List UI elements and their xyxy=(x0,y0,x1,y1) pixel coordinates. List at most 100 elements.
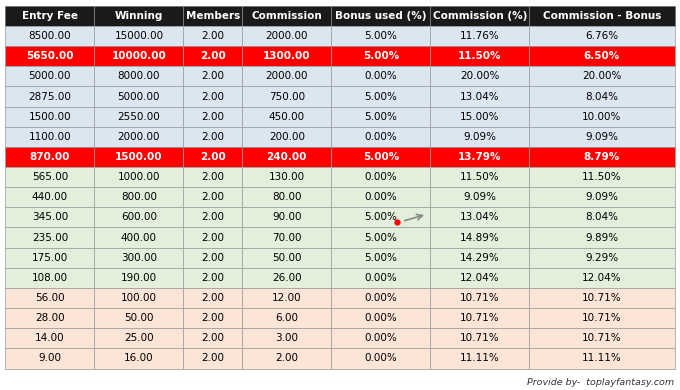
Bar xyxy=(95,6,184,26)
Text: 1500.00: 1500.00 xyxy=(29,112,71,122)
Bar xyxy=(184,348,242,369)
Text: 0.00%: 0.00% xyxy=(364,172,397,182)
Text: 400.00: 400.00 xyxy=(121,232,157,243)
Text: 8500.00: 8500.00 xyxy=(29,31,71,41)
Text: 175.00: 175.00 xyxy=(32,253,68,263)
Text: 2.00: 2.00 xyxy=(201,92,224,101)
Text: 11.76%: 11.76% xyxy=(460,31,500,41)
Bar xyxy=(95,328,184,348)
Text: 2000.00: 2000.00 xyxy=(266,31,308,41)
Bar xyxy=(95,348,184,369)
Bar xyxy=(331,187,430,207)
Bar xyxy=(184,248,242,268)
Text: 440.00: 440.00 xyxy=(32,192,68,202)
Bar xyxy=(242,328,331,348)
Bar xyxy=(5,187,95,207)
Text: 5.00%: 5.00% xyxy=(364,92,397,101)
Bar xyxy=(430,106,529,127)
Bar xyxy=(331,167,430,187)
Bar xyxy=(242,348,331,369)
Bar xyxy=(529,127,675,147)
Bar xyxy=(529,66,675,87)
Text: 13.04%: 13.04% xyxy=(460,92,500,101)
Text: 240.00: 240.00 xyxy=(267,152,307,162)
Bar xyxy=(95,147,184,167)
Bar xyxy=(95,187,184,207)
Text: 14.89%: 14.89% xyxy=(460,232,500,243)
Bar xyxy=(430,167,529,187)
Bar xyxy=(184,308,242,328)
Text: 50.00: 50.00 xyxy=(124,313,154,323)
Text: 11.50%: 11.50% xyxy=(458,51,502,61)
Bar xyxy=(242,127,331,147)
Bar xyxy=(430,207,529,227)
Text: 1300.00: 1300.00 xyxy=(263,51,311,61)
Text: 20.00%: 20.00% xyxy=(582,71,622,82)
Text: 2.00: 2.00 xyxy=(200,51,226,61)
Text: 2000.00: 2000.00 xyxy=(118,132,160,142)
Text: 10.71%: 10.71% xyxy=(460,313,500,323)
Text: 0.00%: 0.00% xyxy=(364,132,397,142)
Text: Provide by-  toplayfantasy.com: Provide by- toplayfantasy.com xyxy=(528,378,675,387)
Text: 8.04%: 8.04% xyxy=(585,213,619,222)
Bar xyxy=(242,187,331,207)
Text: 90.00: 90.00 xyxy=(272,213,301,222)
Text: Commission: Commission xyxy=(252,11,322,21)
Bar xyxy=(529,308,675,328)
Bar xyxy=(184,187,242,207)
Bar xyxy=(529,207,675,227)
Bar xyxy=(242,66,331,87)
Text: 5.00%: 5.00% xyxy=(364,253,397,263)
Text: 70.00: 70.00 xyxy=(272,232,301,243)
Bar xyxy=(5,167,95,187)
Bar xyxy=(430,66,529,87)
Bar xyxy=(5,127,95,147)
Text: 15000.00: 15000.00 xyxy=(114,31,163,41)
Text: 0.00%: 0.00% xyxy=(364,353,397,363)
Bar xyxy=(184,66,242,87)
Text: 13.04%: 13.04% xyxy=(460,213,500,222)
Bar xyxy=(5,87,95,106)
Text: 2875.00: 2875.00 xyxy=(29,92,71,101)
Text: 11.50%: 11.50% xyxy=(460,172,500,182)
Text: 12.04%: 12.04% xyxy=(582,273,622,283)
Text: 28.00: 28.00 xyxy=(35,313,65,323)
Text: 2.00: 2.00 xyxy=(275,353,299,363)
Bar xyxy=(95,207,184,227)
Text: 2.00: 2.00 xyxy=(201,253,224,263)
Text: 5000.00: 5000.00 xyxy=(29,71,71,82)
Text: 25.00: 25.00 xyxy=(124,333,154,343)
Text: 12.00: 12.00 xyxy=(272,293,302,303)
Bar xyxy=(242,288,331,308)
Bar xyxy=(331,288,430,308)
Text: 8000.00: 8000.00 xyxy=(118,71,160,82)
Text: 0.00%: 0.00% xyxy=(364,273,397,283)
Text: 0.00%: 0.00% xyxy=(364,71,397,82)
Bar xyxy=(331,87,430,106)
Text: 11.11%: 11.11% xyxy=(460,353,500,363)
Bar xyxy=(529,147,675,167)
Bar xyxy=(5,26,95,46)
Text: 108.00: 108.00 xyxy=(32,273,68,283)
Text: 5.00%: 5.00% xyxy=(364,31,397,41)
Bar xyxy=(184,87,242,106)
Bar xyxy=(529,46,675,66)
Text: 10.00%: 10.00% xyxy=(582,112,622,122)
Bar xyxy=(430,46,529,66)
Text: 6.76%: 6.76% xyxy=(585,31,619,41)
Bar xyxy=(331,66,430,87)
Text: 11.11%: 11.11% xyxy=(582,353,622,363)
Text: 5.00%: 5.00% xyxy=(364,112,397,122)
Bar xyxy=(184,288,242,308)
Text: 300.00: 300.00 xyxy=(121,253,157,263)
Bar xyxy=(5,328,95,348)
Bar xyxy=(242,147,331,167)
Bar xyxy=(242,46,331,66)
Text: Members: Members xyxy=(186,11,240,21)
Bar xyxy=(5,288,95,308)
Text: 750.00: 750.00 xyxy=(269,92,305,101)
Text: 10.71%: 10.71% xyxy=(460,293,500,303)
Text: 2.00: 2.00 xyxy=(201,172,224,182)
Bar xyxy=(5,227,95,248)
Bar xyxy=(5,66,95,87)
